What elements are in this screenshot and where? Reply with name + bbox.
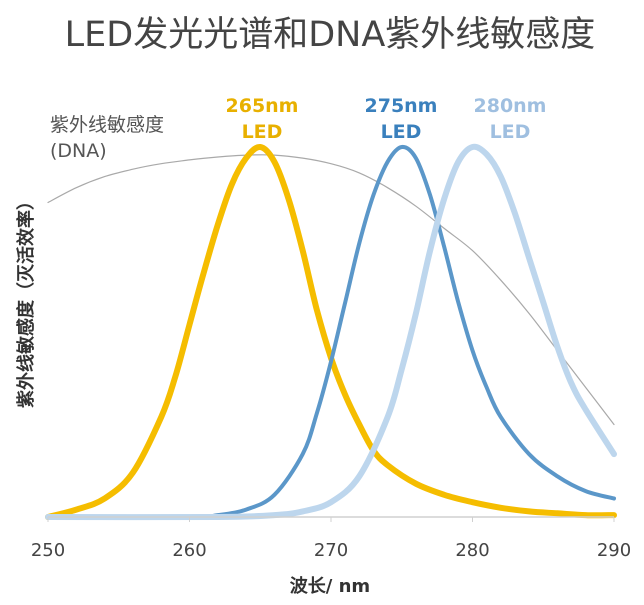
x-axis-title: 波长/ nm	[290, 575, 370, 597]
led-275nm-line	[46, 144, 616, 520]
led-280nm-line	[45, 143, 617, 521]
led-280nm-label-line: 280nm	[474, 95, 547, 117]
x-tick-label: 260	[172, 540, 206, 561]
dna-series-label: 紫外线敏感度 (DNA)	[50, 114, 164, 162]
x-tick-label: 250	[31, 540, 65, 561]
led-275nm-label-line: LED	[381, 121, 422, 143]
dna-sensitivity-line	[47, 154, 615, 426]
series-labels: 紫外线敏感度 (DNA) 265nm LED 275nm LED 280nm LED	[50, 95, 547, 162]
y-axis-title: 紫外线敏感度（灭活效率）	[15, 192, 37, 408]
x-tick-label: 270	[314, 540, 348, 561]
led-265nm-line	[45, 143, 617, 520]
dna-series-label-line: (DNA)	[50, 140, 107, 162]
chart-title: LED发光光谱和DNA紫外线敏感度	[65, 15, 596, 55]
dna-series-label-line: 紫外线敏感度	[50, 114, 164, 136]
led-265nm-label: 265nm LED	[226, 95, 299, 143]
x-tick-label: 280	[455, 540, 489, 561]
led-280nm-label-line: LED	[490, 121, 531, 143]
led-265nm-label-line: LED	[242, 121, 283, 143]
led-280nm-label: 280nm LED	[474, 95, 547, 143]
led-265nm-label-line: 265nm	[226, 95, 299, 117]
led-275nm-label-line: 275nm	[365, 95, 438, 117]
x-tick-label: 290	[597, 540, 631, 561]
led-275nm-label: 275nm LED	[365, 95, 438, 143]
x-axis-ticks: 250 260 270 280 290	[31, 517, 631, 561]
series-lines	[45, 143, 617, 521]
